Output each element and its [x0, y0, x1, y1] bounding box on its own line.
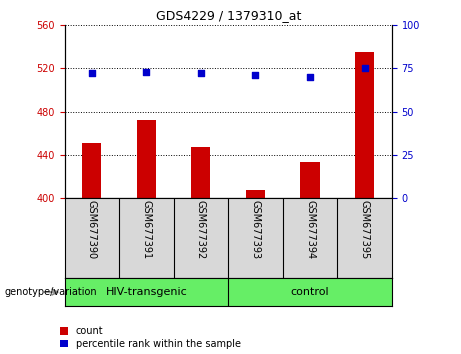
- Point: [306, 74, 313, 80]
- Point: [197, 70, 205, 76]
- Title: GDS4229 / 1379310_at: GDS4229 / 1379310_at: [155, 9, 301, 22]
- Text: GSM677393: GSM677393: [250, 200, 260, 259]
- Text: GSM677394: GSM677394: [305, 200, 315, 259]
- Point: [252, 72, 259, 78]
- Point: [142, 69, 150, 74]
- Bar: [137, 120, 156, 198]
- Text: GSM677392: GSM677392: [196, 200, 206, 259]
- Text: control: control: [291, 287, 329, 297]
- Legend: count, percentile rank within the sample: count, percentile rank within the sample: [60, 326, 241, 349]
- Bar: [191, 147, 211, 198]
- Text: GSM677395: GSM677395: [360, 200, 370, 259]
- Text: genotype/variation: genotype/variation: [5, 287, 97, 297]
- Bar: [82, 143, 101, 198]
- Text: GSM677390: GSM677390: [87, 200, 97, 259]
- Point: [88, 70, 95, 76]
- Bar: [246, 190, 265, 198]
- Point: [361, 65, 368, 71]
- Bar: [301, 162, 319, 198]
- Text: GSM677391: GSM677391: [142, 200, 151, 259]
- Text: HIV-transgenic: HIV-transgenic: [106, 287, 187, 297]
- Bar: [355, 52, 374, 198]
